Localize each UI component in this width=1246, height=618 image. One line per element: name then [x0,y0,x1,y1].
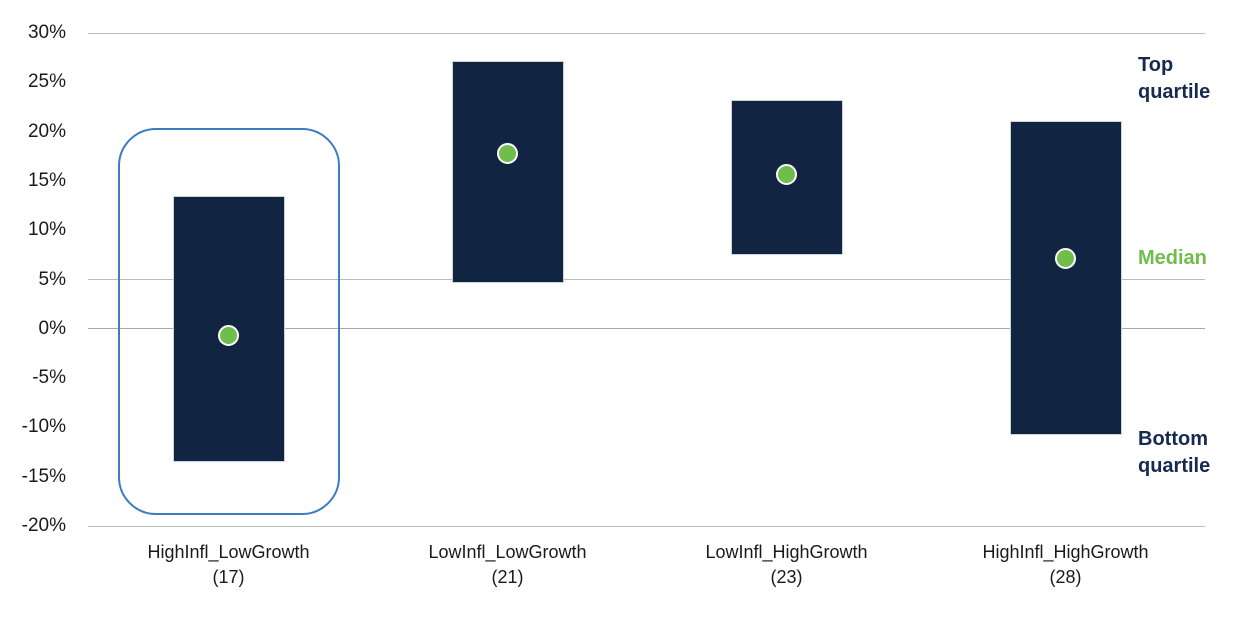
y-tick-label: 10% [27,219,66,241]
y-tick-label: -15% [21,465,66,487]
median-label: Median [1138,247,1207,269]
category-name: LowInfl_LowGrowth [428,542,587,562]
category-name: HighInfl_HighGrowth [982,542,1149,562]
y-tick-label: 25% [27,71,66,93]
category-count: (21) [491,567,524,587]
quartile-range-bar [1009,120,1122,436]
y-tick-label: 15% [27,169,66,191]
y-tick-label: -5% [32,367,66,389]
y-tick-label: 5% [38,268,66,290]
median-dot [218,325,239,347]
highlight-ring [117,128,340,515]
gridline [88,279,1205,280]
bottom-quartile-label: Bottom quartile [1138,428,1211,477]
median-dot [1055,248,1076,270]
y-tick-label: -20% [21,515,66,536]
median-dot [497,142,518,164]
category-name: LowInfl_HighGrowth [705,542,868,562]
category-label: HighInfl_HighGrowth (28) [926,540,1205,590]
gridline [88,525,1205,527]
zero-axis-line [88,328,1205,330]
quartile-range-bar [451,60,564,284]
median-dot [776,164,797,186]
y-tick-label: 0% [38,317,66,339]
category-label: LowInfl_HighGrowth (23) [647,540,926,590]
gridline [88,32,1205,34]
y-tick-label: 30% [27,22,66,43]
category-count: (17) [212,567,245,587]
category-label: LowInfl_LowGrowth (21) [368,540,647,590]
y-tick-label: -10% [21,416,66,438]
category-label: HighInfl_LowGrowth (17) [89,540,368,590]
category-count: (23) [770,567,803,587]
category-name: HighInfl_LowGrowth [147,542,310,562]
category-count: (28) [1049,567,1082,587]
y-tick-label: 20% [27,120,66,142]
top-quartile-label: Top quartile [1138,54,1211,103]
